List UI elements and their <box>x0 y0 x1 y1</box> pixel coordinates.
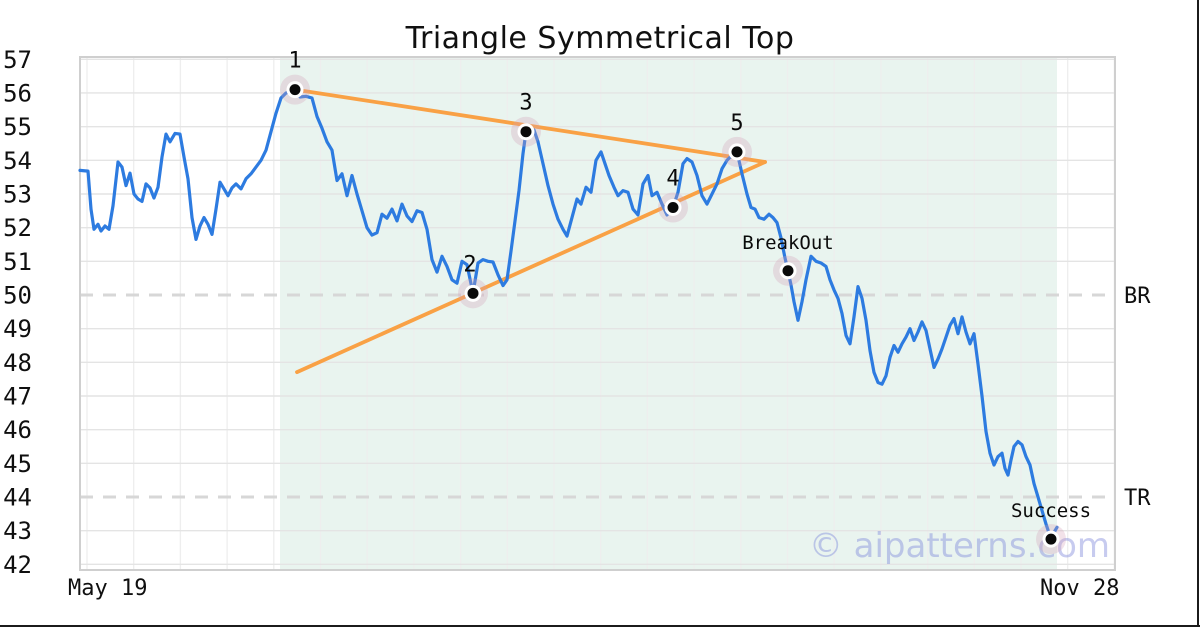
y-tick-label: 47 <box>3 383 32 411</box>
marker-dot <box>667 201 679 213</box>
y-tick-label: 48 <box>3 349 32 377</box>
marker-dot <box>782 265 794 277</box>
y-tick-label: 57 <box>3 46 32 74</box>
x-tick-end-date: Nov 28 <box>1040 576 1120 601</box>
y-tick-label: 43 <box>3 517 32 545</box>
marker-label-success: Success <box>1011 500 1091 522</box>
br-label: BR <box>1124 284 1151 309</box>
marker-label-5: 5 <box>730 111 743 136</box>
marker-label-4: 4 <box>666 166 679 191</box>
image-border-bottom <box>0 625 1200 627</box>
image-border-right <box>1197 0 1199 627</box>
plot-border <box>79 56 1116 571</box>
marker-label-1: 1 <box>288 49 301 74</box>
trendline-lower-ascending <box>295 160 767 375</box>
y-tick-label: 50 <box>3 282 32 310</box>
marker-label-3: 3 <box>519 91 532 116</box>
pattern-region <box>280 57 1057 570</box>
marker-dot <box>520 126 532 138</box>
marker-dot <box>731 146 743 158</box>
marker-label-breakout: BreakOut <box>742 232 834 254</box>
marker-dot <box>467 287 479 299</box>
watermark: © aipatterns.com <box>809 526 1110 566</box>
y-tick-label: 49 <box>3 315 32 343</box>
y-tick-label: 44 <box>3 484 32 512</box>
y-tick-label: 51 <box>3 248 32 276</box>
y-tick-label: 52 <box>3 214 32 242</box>
y-tick-label: 53 <box>3 180 32 208</box>
marker-dot <box>1045 533 1057 545</box>
marker-label-2: 2 <box>463 252 476 277</box>
y-tick-label: 55 <box>3 113 32 141</box>
chart-title: Triangle Symmetrical Top <box>405 21 795 56</box>
y-tick-label: 56 <box>3 79 32 107</box>
x-tick-start-date: May 19 <box>68 576 148 601</box>
tr-label: TR <box>1124 486 1151 511</box>
marker-dot <box>289 84 301 96</box>
y-tick-label: 42 <box>3 551 32 579</box>
y-tick-label: 45 <box>3 450 32 478</box>
y-tick-label: 54 <box>3 147 32 175</box>
price-line <box>78 87 1059 541</box>
y-tick-label: 46 <box>3 416 32 444</box>
